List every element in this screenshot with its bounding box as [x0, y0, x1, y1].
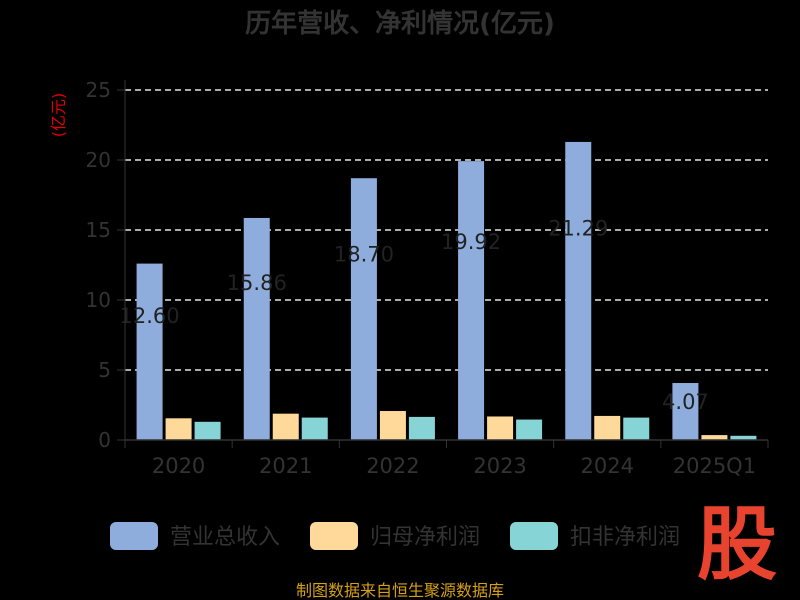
- x-tick-label: 2023: [473, 454, 526, 478]
- labels-layer: 12.60 15.86 18.70 19.92 21.29 4.07: [120, 216, 709, 414]
- chart-title: 历年营收、净利情况(亿元): [245, 8, 555, 39]
- bar: [594, 415, 621, 440]
- x-tick-label: 2024: [581, 454, 634, 478]
- bar: [565, 141, 592, 440]
- legend-swatch: [110, 522, 158, 550]
- logo-mark: 股: [697, 498, 777, 591]
- bar: [379, 411, 406, 440]
- legend-label: 归母净利润: [370, 525, 480, 550]
- x-tick-label: 2021: [259, 454, 312, 478]
- axis-layer: 0 5 10 15 20 25 2020 2021 2022 2023 2024 2025Q1: [86, 78, 769, 478]
- legend-label: 扣非净利润: [570, 525, 680, 550]
- y-tick-label: 10: [86, 288, 111, 312]
- bar: [516, 419, 543, 440]
- bar: [672, 383, 699, 440]
- bar: [165, 418, 192, 440]
- bar: [272, 413, 299, 440]
- legend: 营业总收入 归母净利润 扣非净利润: [110, 522, 680, 550]
- y-tick-label: 15: [86, 218, 111, 242]
- legend-label: 营业总收入: [170, 525, 280, 550]
- bar: [350, 178, 377, 440]
- y-tick-label: 25: [86, 78, 111, 102]
- bar: [487, 416, 514, 440]
- x-tick-label: 2025Q1: [673, 454, 756, 478]
- bar: [701, 435, 728, 440]
- legend-swatch: [310, 522, 358, 550]
- y-axis-unit-label: (亿元): [49, 93, 68, 138]
- bar-data-label: 18.70: [334, 243, 394, 267]
- bar: [623, 417, 650, 440]
- bar: [243, 217, 270, 440]
- bars-layer: [136, 141, 757, 440]
- bar-data-label: 4.07: [662, 390, 709, 414]
- x-tick-label: 2022: [366, 454, 419, 478]
- y-tick-label: 5: [98, 358, 111, 382]
- bar: [730, 435, 757, 440]
- legend-swatch: [510, 522, 558, 550]
- y-tick-label: 0: [98, 428, 111, 452]
- bar: [458, 161, 485, 440]
- grid-layer: [125, 89, 768, 371]
- bar: [301, 417, 328, 440]
- x-tick-label: 2020: [152, 454, 205, 478]
- y-tick-label: 20: [86, 148, 111, 172]
- bar: [408, 416, 435, 440]
- bar-data-label: 21.29: [548, 216, 608, 240]
- bar-data-label: 15.86: [227, 271, 287, 295]
- source-note: 制图数据来自恒生聚源数据库: [296, 581, 504, 600]
- bar-data-label: 12.60: [120, 304, 180, 328]
- bar-data-label: 19.92: [441, 230, 501, 254]
- bar: [136, 263, 163, 440]
- bar: [194, 421, 221, 440]
